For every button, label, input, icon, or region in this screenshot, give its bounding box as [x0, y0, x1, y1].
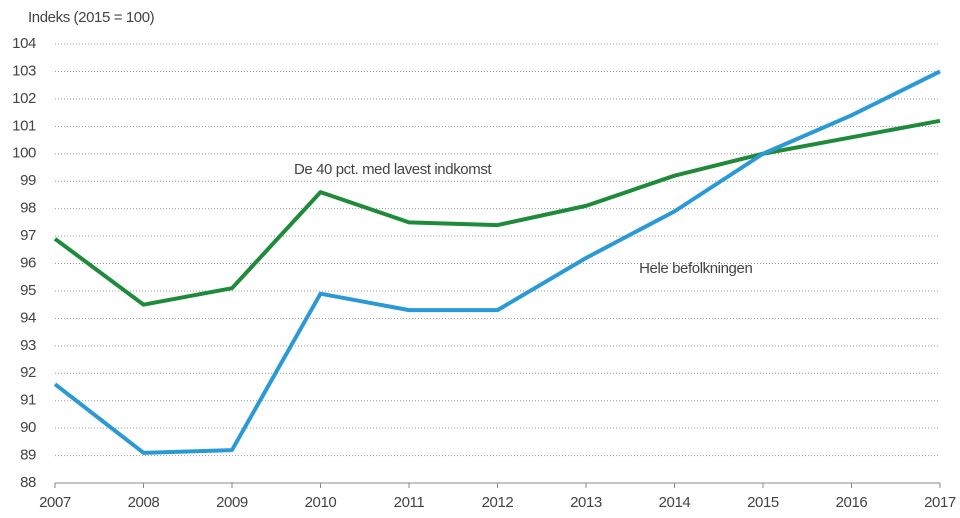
x-tick-label: 2012 [482, 494, 514, 511]
x-tick-label: 2017 [924, 494, 956, 511]
x-tick-label: 2011 [394, 494, 425, 511]
series-label: Hele befolkningen [639, 260, 752, 277]
y-tick-label: 93 [20, 337, 36, 354]
x-tick-label: 2013 [570, 494, 602, 511]
y-tick-label: 100 [12, 145, 36, 162]
series-line [53, 118, 941, 307]
y-tick-label: 99 [20, 172, 36, 189]
y-tick-label: 94 [20, 309, 36, 326]
y-tick-label: 89 [20, 447, 36, 464]
series-label: De 40 pct. med lavest indkomst [294, 161, 492, 178]
x-tick-label: 2008 [128, 494, 160, 511]
y-tick-label: 102 [12, 90, 36, 107]
x-tick-label: 2014 [659, 494, 691, 511]
y-tick-label: 104 [12, 35, 36, 52]
y-tick-label: 90 [20, 419, 36, 436]
y-tick-label: 91 [20, 392, 36, 409]
x-tick-label: 2010 [305, 494, 337, 511]
y-tick-label: 98 [20, 200, 36, 217]
y-tick-label: 96 [20, 254, 36, 271]
series-line [53, 69, 941, 455]
y-tick-label: 103 [12, 62, 36, 79]
y-tick-label: 97 [20, 227, 36, 244]
y-tick-label: 92 [20, 364, 36, 381]
x-tick-label: 2007 [39, 494, 71, 511]
x-tick-label: 2015 [747, 494, 779, 511]
y-tick-label: 95 [20, 282, 36, 299]
y-tick-label: 101 [12, 117, 36, 134]
x-tick-label: 2016 [836, 494, 868, 511]
y-axis-label: Indeks (2015 = 100) [28, 9, 155, 26]
y-tick-label: 88 [20, 474, 36, 491]
x-tick-label: 2009 [216, 494, 248, 511]
